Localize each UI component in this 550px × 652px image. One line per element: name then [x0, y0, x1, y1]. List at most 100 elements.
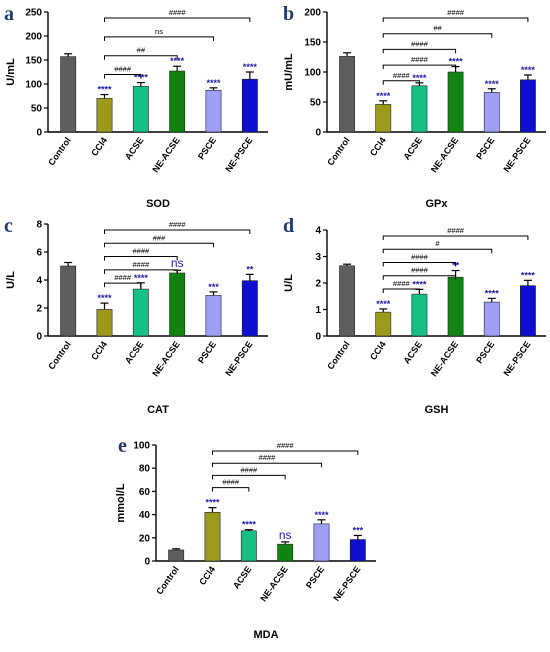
bar-ccl4 [375, 104, 392, 133]
y-tick-label: 1 [315, 305, 321, 316]
x-tick-label: Control [46, 339, 73, 371]
bar-control [60, 265, 77, 337]
panel-letter-c: c [4, 215, 13, 237]
y-axis-label: mU/mL [283, 53, 295, 91]
x-tick-label: Control [325, 135, 352, 167]
y-tick-label: 4 [315, 226, 321, 237]
panel-letter-a: a [4, 3, 14, 25]
comparison-label: #### [132, 260, 150, 269]
chart-panel-e: e mmol/L 0 20 40 60 80 100 Control **** CCl4 **** AC… [115, 435, 376, 641]
chart-panel-b: b mU/mL 0 50 100 150 200 Control **** CCl4 **** ACS… [283, 3, 546, 210]
chart-panel-a: a U/mL 0 50 100 150 200 250 Control **** CCl4 **** A… [4, 3, 268, 210]
x-tick-label: PSCE [196, 339, 218, 365]
comparison-label: #### [411, 266, 429, 275]
x-axis-label: MDA [253, 629, 278, 641]
bar-psce [483, 301, 500, 337]
y-tick-label: 200 [304, 8, 321, 19]
comparison-label: #### [411, 252, 429, 261]
y-tick-label: 100 [133, 441, 150, 452]
bar-ne-acse [447, 276, 464, 337]
x-tick-label: PSCE [474, 339, 496, 365]
bar-ne-psce [520, 285, 536, 337]
comparison-bracket [382, 80, 420, 85]
significance-label: **** [376, 91, 391, 101]
y-tick-label: 0 [36, 332, 42, 343]
bar-psce [313, 523, 330, 562]
x-tick-label: CCl4 [197, 564, 217, 587]
y-tick-label: 150 [25, 56, 42, 67]
y-axis-label: mmol/L [115, 483, 127, 522]
bar-ne-psce [241, 78, 258, 133]
x-tick-label: CCl4 [89, 135, 109, 158]
comparison-label: #### [447, 8, 465, 17]
comparison-label: #### [411, 55, 429, 64]
comparison-bracket [382, 64, 457, 70]
bar-acse [132, 288, 149, 337]
x-tick-label: CCl4 [368, 339, 388, 362]
y-tick-label: 0 [144, 557, 150, 568]
y-tick-label: 0 [315, 128, 321, 139]
y-tick-label: 3 [315, 252, 321, 263]
x-tick-label: NE-PSCE [331, 564, 362, 603]
significance-label: **** [412, 73, 427, 83]
comparison-label: ### [153, 233, 166, 242]
comparison-bracket [212, 450, 359, 455]
x-tick-label: Control [325, 339, 352, 371]
panel-letter-d: d [283, 215, 294, 237]
x-axis-label: CAT [147, 404, 169, 416]
bar-control [168, 549, 185, 562]
comparison-label: #### [393, 71, 411, 80]
comparison-label: #### [447, 226, 465, 235]
significance-label: **** [134, 273, 149, 283]
comparison-bracket [104, 242, 214, 248]
y-tick-label: 2 [36, 304, 42, 315]
y-tick-label: 100 [304, 68, 321, 79]
comparison-label: #### [222, 478, 240, 487]
significance-label: *** [353, 525, 364, 535]
bar-acse [132, 86, 149, 133]
x-tick-label: NE-PSCE [223, 339, 254, 378]
x-tick-label: ACSE [231, 564, 254, 590]
y-tick-label: 50 [31, 104, 43, 115]
bar-acse [411, 85, 428, 133]
y-axis-label: U/L [5, 271, 17, 289]
y-tick-label: 20 [139, 533, 151, 544]
comparison-label: ns [155, 27, 163, 36]
comparison-bracket [104, 256, 178, 261]
x-tick-label: PSCE [474, 135, 496, 161]
comparison-bracket [382, 261, 457, 267]
significance-label: **** [521, 65, 536, 75]
significance-label: **** [314, 510, 329, 520]
panel-letter-b: b [283, 3, 294, 25]
comparison-bracket [104, 36, 214, 41]
bar-control [60, 56, 77, 133]
y-tick-label: 40 [139, 510, 151, 521]
x-tick-label: NE-ACSE [429, 135, 460, 174]
x-tick-label: ACSE [402, 339, 425, 365]
comparison-bracket [382, 248, 493, 254]
y-tick-label: 4 [36, 276, 42, 287]
bar-acse [411, 293, 428, 337]
x-tick-label: NE-ACSE [258, 564, 289, 603]
comparison-label: #### [393, 279, 411, 288]
comparison-label: #### [411, 39, 429, 48]
bar-control [339, 265, 355, 337]
comparison-label: # [435, 239, 440, 248]
bar-ne-psce [520, 79, 536, 133]
x-tick-label: ACSE [123, 135, 146, 161]
y-tick-label: 0 [315, 332, 321, 343]
comparison-label: #### [114, 65, 132, 74]
chart-panel-d: dU/L01234Control****CCl4****ACSE**NE-ACS… [283, 215, 546, 416]
x-tick-label: PSCE [196, 135, 218, 161]
comparison-label: ## [433, 24, 442, 33]
x-tick-label: NE-PSCE [501, 135, 532, 174]
significance-label: ** [246, 264, 254, 274]
comparison-bracket [382, 288, 420, 293]
bar-ne-acse [447, 71, 464, 133]
x-tick-label: ACSE [123, 339, 146, 365]
comparison-label: #### [240, 465, 258, 474]
comparison-bracket [382, 33, 493, 38]
comparison-label: #### [132, 247, 150, 256]
x-axis-label: GSH [425, 404, 449, 416]
